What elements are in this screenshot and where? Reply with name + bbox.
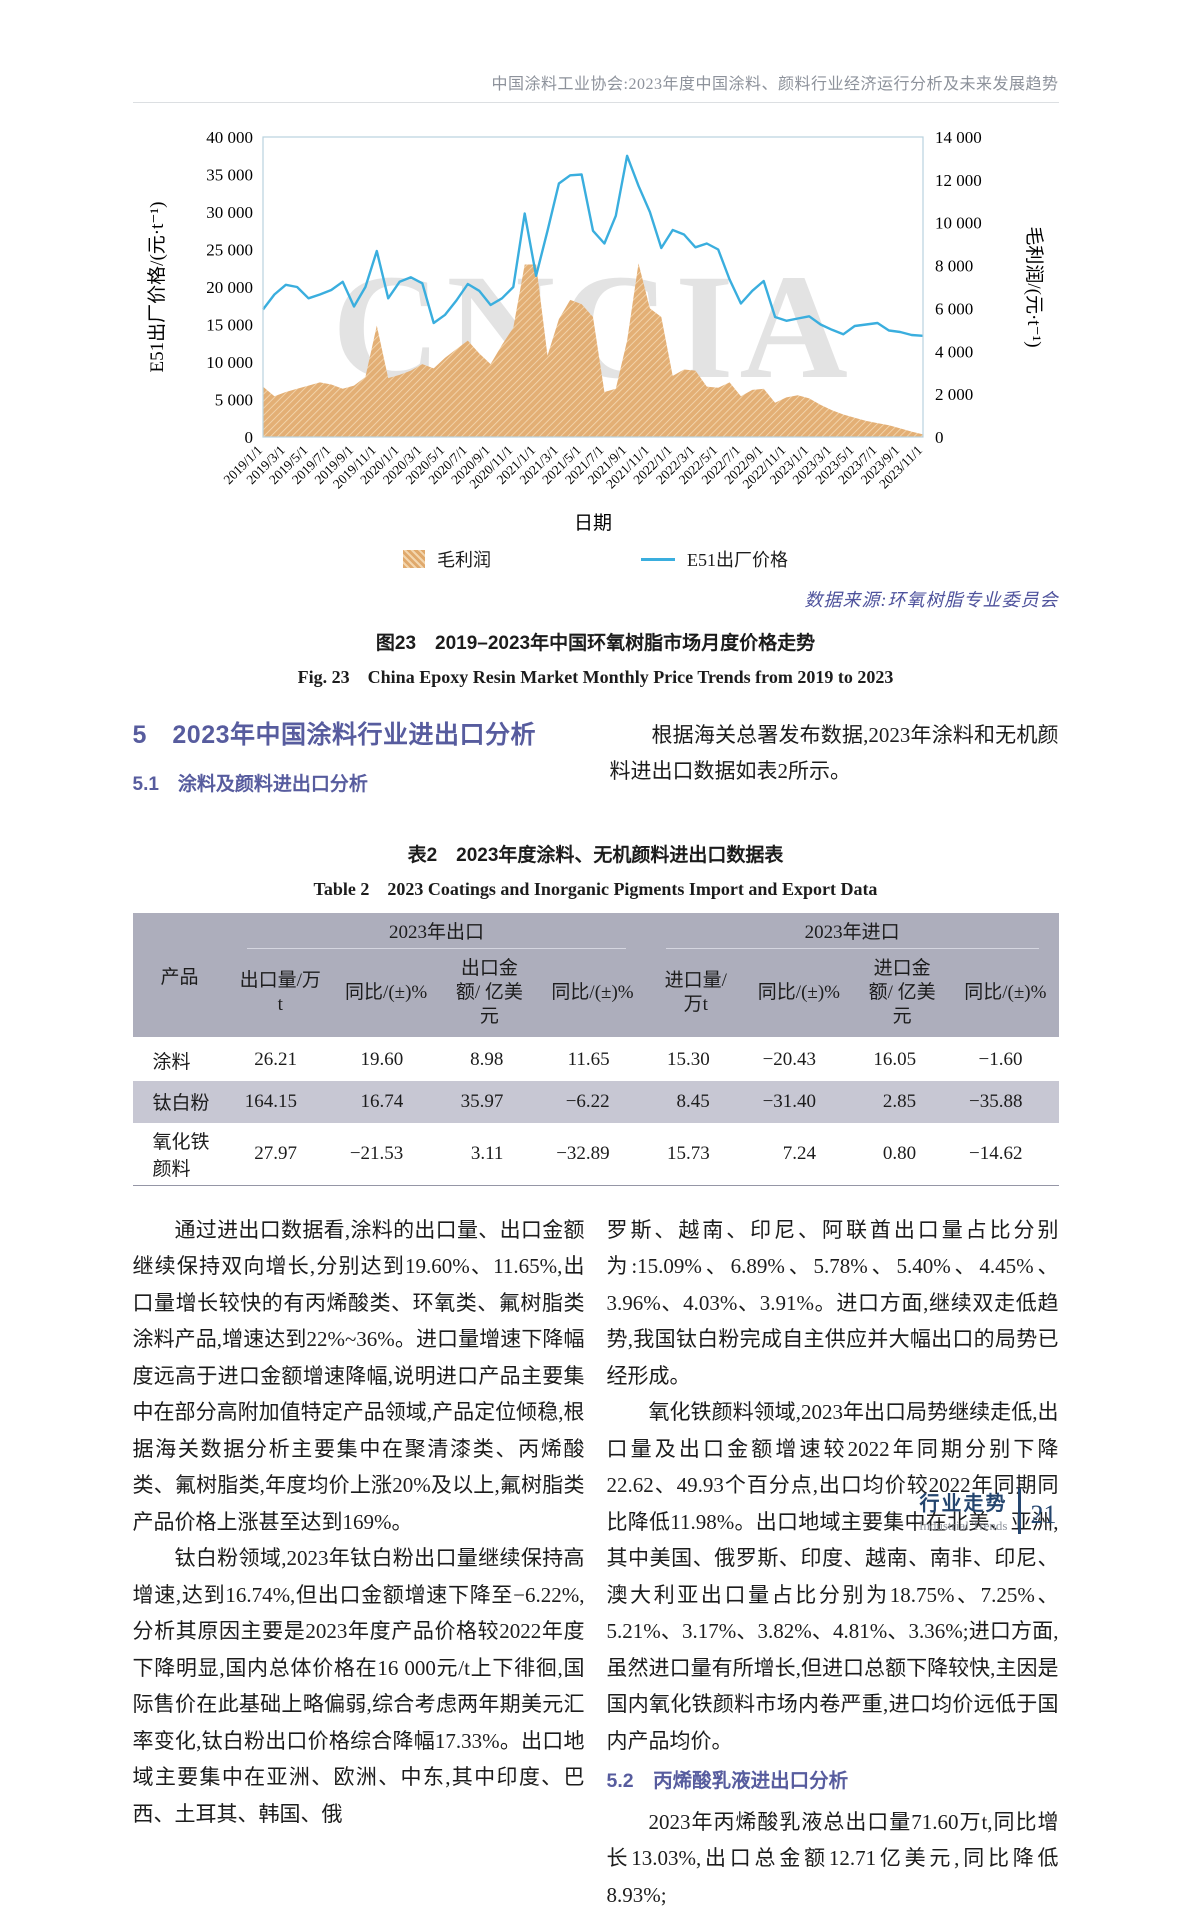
header-rule (133, 102, 1059, 103)
cell-value: 16.05 (852, 1039, 952, 1081)
cell-value: 15.30 (646, 1039, 746, 1081)
section-5-heading: 5 2023年中国涂料行业进出口分析 (133, 715, 588, 751)
column-subheader: 进口量/万t (646, 953, 746, 1039)
right-axis-tick: 10 000 (935, 214, 982, 233)
data-source-note: 数据来源:环氧树脂专业委员会 (133, 586, 1059, 612)
right-axis-tick: 4 000 (935, 342, 973, 361)
cell-product: 钛白粉 (133, 1081, 228, 1123)
page-footer: 行业走势 Industrial Trends 21 (0, 1487, 1187, 1534)
section-5-2-heading: 5.2 丙烯酸乳液进出口分析 (607, 1763, 1059, 1800)
cell-value: −31.40 (746, 1081, 852, 1123)
cell-product: 氧化铁颜料 (133, 1123, 228, 1186)
paragraph-titanium-dioxide: 钛白粉领域,2023年钛白粉出口量继续保持高增速,达到16.74%,但出口金额增… (133, 1540, 585, 1832)
paragraph-titanium-dioxide-cont: 罗斯、越南、印尼、阿联酋出口量占比分别为:15.09%、6.89%、5.78%、… (607, 1212, 1059, 1395)
legend-margin-label: 毛利润 (437, 546, 491, 572)
cell-value: −32.89 (539, 1123, 645, 1186)
right-axis-tick: 8 000 (935, 257, 973, 276)
cell-value: 8.45 (646, 1081, 746, 1123)
cell-product: 涂料 (133, 1039, 228, 1081)
legend-item-margin: 毛利润 (403, 546, 491, 572)
cell-value: 26.21 (227, 1039, 333, 1081)
body-column-left: 通过进出口数据看,涂料的出口量、出口金额继续保持双向增长,分别达到19.60%、… (133, 1212, 585, 1913)
right-axis-tick: 0 (935, 428, 944, 447)
column-subheader: 同比/(±)% (746, 953, 852, 1039)
paragraph-acrylic-emulsion: 2023年丙烯酸乳液总出口量71.60万t,同比增长13.03%,出口总金额12… (607, 1804, 1059, 1913)
cell-value: 0.80 (852, 1123, 952, 1186)
right-axis-tick: 2 000 (935, 385, 973, 404)
left-axis-tick: 10 000 (206, 353, 253, 372)
right-axis-tick: 6 000 (935, 299, 973, 318)
left-axis-tick: 25 000 (206, 241, 253, 260)
column-subheader: 同比/(±)% (333, 953, 439, 1039)
cell-value: 35.97 (439, 1081, 539, 1123)
cell-value: 2.85 (852, 1081, 952, 1123)
legend-price-label: E51出厂价格 (687, 546, 788, 572)
legend-item-price: E51出厂价格 (641, 546, 788, 572)
figure-caption-en: Fig. 23 China Epoxy Resin Market Monthly… (133, 663, 1059, 689)
left-axis-tick: 20 000 (206, 278, 253, 297)
cell-value: 11.65 (539, 1039, 645, 1081)
running-header: 中国涂料工业协会:2023年度中国涂料、颜料行业经济运行分析及未来发展趋势 (133, 70, 1059, 94)
group-header-export: 2023年出口 (227, 913, 645, 953)
left-axis-tick: 5 000 (214, 391, 252, 410)
footer-section-en: Industrial Trends (919, 1518, 1007, 1534)
column-header-product: 产品 (133, 913, 228, 1039)
left-axis-tick: 15 000 (206, 316, 253, 335)
section-5-1-heading: 5.1 涂料及颜料进出口分析 (133, 769, 588, 796)
left-axis-tick: 35 000 (206, 166, 253, 185)
body-column-right: 罗斯、越南、印尼、阿联酋出口量占比分别为:15.09%、6.89%、5.78%、… (607, 1212, 1059, 1913)
cell-value: −1.60 (952, 1039, 1058, 1081)
x-axis-title: 日期 (573, 512, 611, 534)
cell-value: −21.53 (333, 1123, 439, 1186)
column-subheader: 进口金额/ 亿美元 (852, 953, 952, 1039)
right-axis-tick: 14 000 (935, 128, 982, 147)
page: 中国涂料工业协会:2023年度中国涂料、颜料行业经济运行分析及未来发展趋势 CN… (133, 0, 1059, 1913)
figure-caption-zh: 图23 2019–2023年中国环氧树脂市场月度价格走势 (133, 628, 1059, 655)
cell-value: 8.98 (439, 1039, 539, 1081)
left-axis-tick: 40 000 (206, 128, 253, 147)
left-axis-title: E51出厂价格/(元·t⁻¹) (146, 202, 168, 373)
cell-value: −14.62 (952, 1123, 1058, 1186)
group-header-import: 2023年进口 (646, 913, 1059, 953)
table-2-title-zh: 表2 2023年度涂料、无机颜料进出口数据表 (133, 840, 1059, 867)
right-axis-tick: 12 000 (935, 171, 982, 190)
left-axis-tick: 30 000 (206, 203, 253, 222)
page-number: 21 (1031, 1492, 1057, 1530)
footer-divider-bar (1018, 1488, 1021, 1534)
column-subheader: 同比/(±)% (952, 953, 1058, 1039)
column-subheader: 出口金额/ 亿美元 (439, 953, 539, 1039)
table-2-title-en: Table 2 2023 Coatings and Inorganic Pigm… (133, 875, 1059, 901)
cell-value: 7.24 (746, 1123, 852, 1186)
right-axis-title: 毛利润/(元·t⁻¹) (1023, 226, 1045, 347)
section-5-intro-paragraph: 根据海关总署发布数据,2023年涂料和无机颜料进出口数据如表2所示。 (610, 717, 1059, 789)
cell-value: 164.15 (227, 1081, 333, 1123)
margin-area-swatch (403, 550, 425, 568)
cell-value: 27.97 (227, 1123, 333, 1186)
cell-value: −35.88 (952, 1081, 1058, 1123)
cell-value: 15.73 (646, 1123, 746, 1186)
cell-value: 16.74 (333, 1081, 439, 1123)
cell-value: 19.60 (333, 1039, 439, 1081)
paragraph-iron-oxide: 氧化铁颜料领域,2023年出口局势继续走低,出口量及出口金额增速较2022年同期… (607, 1394, 1059, 1759)
price-line-swatch (641, 558, 675, 561)
column-subheader: 同比/(±)% (539, 953, 645, 1039)
cell-value: −6.22 (539, 1081, 645, 1123)
chart-legend: 毛利润 E51出厂价格 (133, 546, 1059, 572)
column-subheader: 出口量/万t (227, 953, 333, 1039)
footer-section-zh: 行业走势 (920, 1487, 1008, 1516)
cell-value: 3.11 (439, 1123, 539, 1186)
cell-value: −20.43 (746, 1039, 852, 1081)
